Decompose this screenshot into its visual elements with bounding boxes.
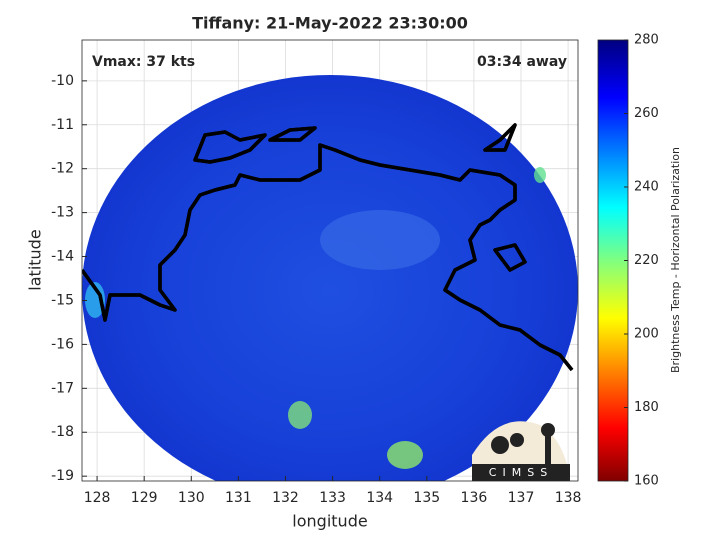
x-tick-label: 134 bbox=[366, 490, 393, 506]
x-axis-label: longitude bbox=[292, 512, 367, 531]
y-tick-label: -19 bbox=[51, 468, 74, 484]
x-tick-label: 135 bbox=[413, 490, 440, 506]
cloud bbox=[85, 282, 105, 318]
cloud bbox=[320, 210, 440, 270]
swath-layer: CIMSS bbox=[82, 75, 578, 481]
x-tick-label: 130 bbox=[178, 490, 205, 506]
logo-band bbox=[472, 464, 570, 481]
cloud bbox=[288, 401, 312, 429]
y-tick-label: -17 bbox=[51, 380, 74, 396]
colorbar-tick-label: 260 bbox=[634, 106, 659, 121]
x-tick-label: 136 bbox=[461, 490, 488, 506]
y-tick-label: -13 bbox=[51, 205, 74, 221]
x-tick-label: 132 bbox=[272, 490, 299, 506]
y-axis-label: latitude bbox=[26, 229, 45, 290]
plot-frame bbox=[81, 39, 579, 482]
colorbar bbox=[597, 39, 629, 482]
y-tick-label: -16 bbox=[51, 336, 74, 352]
annotation: Vmax: 37 kts bbox=[92, 54, 195, 70]
colorbar-tick-label: 160 bbox=[634, 474, 659, 489]
colorbar-tick-label: 200 bbox=[634, 327, 659, 342]
logo: CIMSS bbox=[472, 421, 570, 481]
logo-tower bbox=[545, 436, 551, 466]
logo-text: CIMSS bbox=[489, 466, 553, 479]
y-tick-label: -11 bbox=[51, 117, 74, 133]
chart-title: Tiffany: 21-May-2022 23:30:00 bbox=[192, 14, 468, 33]
cloud bbox=[387, 441, 423, 469]
y-tick-label: -14 bbox=[51, 249, 74, 265]
logo-tower bbox=[541, 423, 555, 437]
y-tick-label: -18 bbox=[51, 424, 74, 440]
x-tick-label: 137 bbox=[508, 490, 535, 506]
cloud bbox=[534, 167, 546, 183]
annotation: 03:34 away bbox=[477, 54, 567, 70]
logo-dish bbox=[491, 436, 509, 454]
colorbar-label: Brightness Temp - Horizontal Polarizatio… bbox=[669, 147, 682, 373]
x-tick-label: 129 bbox=[131, 490, 158, 506]
x-tick-label: 131 bbox=[225, 490, 252, 506]
y-tick-label: -15 bbox=[51, 292, 74, 308]
x-tick-label: 133 bbox=[319, 490, 346, 506]
colorbar-tick-label: 180 bbox=[634, 400, 659, 415]
colorbar-tick-label: 220 bbox=[634, 253, 659, 268]
logo-dish bbox=[510, 433, 524, 447]
y-tick-label: -12 bbox=[51, 161, 74, 177]
colorbar-tick-label: 280 bbox=[634, 33, 659, 48]
y-tick-label: -10 bbox=[51, 73, 74, 89]
colorbar-tick-label: 240 bbox=[634, 180, 659, 195]
x-tick-label: 128 bbox=[84, 490, 111, 506]
swath bbox=[82, 75, 578, 481]
coastline bbox=[82, 123, 574, 372]
x-tick-label: 138 bbox=[555, 490, 582, 506]
